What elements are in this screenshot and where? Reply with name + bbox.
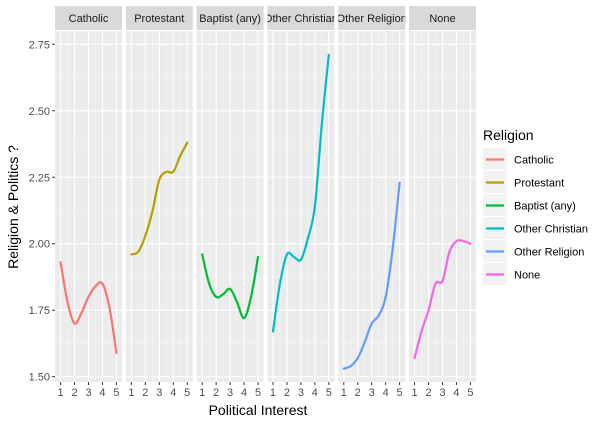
x-tick-label: 1	[199, 387, 205, 399]
facet-strip-protestant	[125, 6, 193, 30]
x-tick-label: 3	[156, 387, 162, 399]
y-tick-label: 2.25	[29, 172, 50, 184]
legend-title: Religion	[483, 127, 534, 143]
x-tick-label: 3	[439, 387, 445, 399]
series-line-protestant	[130, 141, 189, 256]
series-line-catholic	[59, 261, 118, 354]
legend-item-other-religion: Other Religion	[483, 240, 584, 262]
series-line-none	[413, 239, 472, 360]
x-tick-label: 2	[425, 387, 431, 399]
legend-label: Other Religion	[514, 247, 584, 259]
facet-panel-other-christian: Other Christian 1 2 3 4 5	[264, 6, 338, 399]
legend-label: None	[514, 270, 540, 282]
y-tick-label: 1.75	[29, 305, 50, 317]
facet-panel-other-religion: Other Religion 1 2 3 4 5	[337, 6, 407, 399]
x-tick-label: 3	[85, 387, 91, 399]
legend-item-baptist-any: Baptist (any)	[483, 194, 576, 216]
facet-panel-baptist-any: Baptist (any) 1 2 3 4 5	[196, 6, 264, 399]
facet-panel-catholic: Catholic 1 2 3 4 5	[55, 6, 122, 399]
y-tick-label: 1.50	[29, 372, 50, 384]
y-tick-label: 2.00	[29, 239, 50, 251]
legend: Religion Catholic Protestant Baptist (any)…	[483, 127, 588, 285]
x-tick-label: 5	[397, 387, 403, 399]
legend-label: Catholic	[514, 155, 554, 167]
x-tick-label: 1	[58, 387, 64, 399]
x-tick-label: 3	[298, 387, 304, 399]
facet-panel-protestant: Protestant 1 2 3 4 5	[125, 6, 193, 399]
x-tick-label: 5	[113, 387, 119, 399]
facet-strip-label: Protestant	[134, 13, 184, 25]
legend-item-none: None	[483, 263, 540, 285]
x-tick-label: 1	[341, 387, 347, 399]
facet-strip-other-christian	[267, 6, 335, 30]
x-tick-label: 4	[453, 387, 459, 399]
legend-label: Baptist (any)	[514, 201, 576, 213]
y-tick-label: 2.75	[29, 39, 50, 51]
y-axis: 1.50 1.75 2.00 2.25 2.50 2.75	[29, 39, 55, 384]
facet-strip-label: None	[429, 13, 455, 25]
x-tick-label: 2	[142, 387, 148, 399]
x-tick-label: 1	[128, 387, 134, 399]
x-tick-label: 2	[71, 387, 77, 399]
y-tick-label: 2.50	[29, 106, 50, 118]
x-tick-label: 4	[312, 387, 318, 399]
x-tick-label: 5	[326, 387, 332, 399]
x-tick-label: 5	[184, 387, 190, 399]
x-tick-label: 3	[369, 387, 375, 399]
x-tick-label: 4	[383, 387, 389, 399]
x-tick-label: 5	[467, 387, 473, 399]
legend-item-catholic: Catholic	[483, 148, 554, 170]
x-tick-label: 2	[213, 387, 219, 399]
series-line-baptist-any	[201, 253, 260, 320]
facet-strip-label: Baptist (any)	[199, 13, 261, 25]
facet-panel-none: None 1 2 3 4 5	[409, 6, 476, 399]
legend-item-protestant: Protestant	[483, 171, 564, 193]
facet-strip-other-religion	[338, 6, 406, 30]
facet-strip-label: Other Religion	[337, 13, 407, 25]
legend-item-other-christian: Other Christian	[483, 217, 588, 239]
facet-strip-label: Other Christian	[264, 13, 338, 25]
legend-label: Protestant	[514, 178, 564, 190]
facet-strip-none	[409, 6, 476, 30]
legend-label: Other Christian	[514, 224, 588, 236]
series-line-other-christian	[271, 53, 330, 333]
x-tick-label: 4	[99, 387, 105, 399]
facet-strip-baptist-any	[196, 6, 264, 30]
series-line-other-religion	[342, 181, 401, 370]
x-tick-label: 3	[227, 387, 233, 399]
x-tick-label: 4	[170, 387, 176, 399]
x-tick-label: 2	[284, 387, 290, 399]
facet-strip-catholic	[55, 6, 122, 30]
facet-strip-label: Catholic	[69, 13, 109, 25]
x-axis-title: Political Interest	[209, 402, 308, 418]
x-tick-label: 1	[270, 387, 276, 399]
y-axis-title: Religion & Politics ?	[5, 145, 21, 269]
x-tick-label: 5	[255, 387, 261, 399]
x-tick-label: 2	[355, 387, 361, 399]
x-tick-label: 1	[412, 387, 418, 399]
x-tick-label: 4	[241, 387, 247, 399]
